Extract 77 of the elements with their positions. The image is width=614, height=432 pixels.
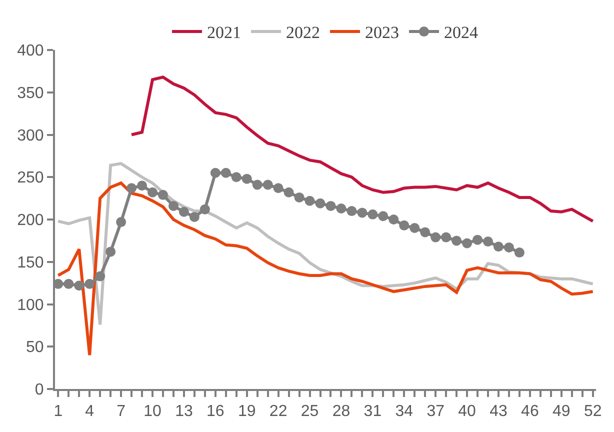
- point: [252, 180, 262, 190]
- x-tick-label: 46: [521, 403, 539, 420]
- y-tick-label: 50: [26, 339, 44, 356]
- point: [514, 248, 524, 258]
- point: [315, 198, 326, 208]
- point: [158, 190, 168, 200]
- legend-label: 2024: [444, 23, 478, 42]
- line-series: [56, 182, 594, 357]
- point: [304, 196, 315, 206]
- point: [368, 209, 378, 220]
- x-tick-label: 52: [584, 403, 602, 420]
- x-tick-label: 37: [426, 403, 445, 420]
- point: [452, 236, 462, 246]
- x-tick-label: 40: [458, 403, 476, 420]
- y-tick-label: 0: [34, 382, 44, 399]
- point: [357, 208, 368, 218]
- y-tick-label: 100: [17, 296, 44, 314]
- point: [116, 217, 126, 228]
- x-tick-label: 22: [269, 403, 288, 420]
- point: [126, 183, 137, 194]
- legend-label: 2023: [365, 23, 399, 42]
- point: [74, 280, 84, 291]
- point: [262, 180, 273, 190]
- point: [231, 172, 242, 182]
- x-tick-label: 10: [144, 403, 162, 420]
- point: [95, 271, 106, 282]
- point: [178, 206, 189, 217]
- x-tick-label: 13: [175, 403, 193, 420]
- x-tick-label: 49: [552, 403, 570, 420]
- point: [388, 214, 399, 224]
- x-tick-label: 4: [85, 403, 94, 420]
- point: [242, 174, 252, 184]
- point: [420, 227, 430, 238]
- point: [336, 203, 346, 214]
- point: [378, 211, 388, 222]
- x-tick-label: 34: [395, 403, 414, 420]
- point: [493, 242, 504, 252]
- point: [64, 278, 74, 289]
- legend-label: 2021: [207, 23, 241, 42]
- y-tick-label: 200: [17, 212, 44, 230]
- y-tick-label: 150: [17, 254, 44, 272]
- point: [472, 234, 483, 245]
- legend-label: 2022: [286, 23, 320, 42]
- point: [399, 220, 410, 230]
- y-tick-label: 250: [17, 170, 44, 187]
- point: [441, 232, 452, 242]
- x-tick-label: 28: [332, 403, 350, 420]
- y-tick-label: 350: [17, 84, 44, 102]
- point: [220, 168, 231, 178]
- point: [410, 222, 420, 233]
- point: [200, 204, 210, 214]
- x-tick-label: 31: [364, 403, 382, 420]
- y-tick-label: 300: [17, 127, 44, 144]
- point: [189, 212, 200, 222]
- point: [483, 236, 494, 247]
- point: [346, 206, 357, 216]
- point: [273, 183, 284, 194]
- point: [106, 246, 116, 257]
- x-tick-label: 7: [116, 403, 126, 420]
- point: [137, 180, 148, 191]
- point: [84, 278, 95, 289]
- x-tick-label: 16: [206, 403, 224, 420]
- x-tick-label: 19: [238, 403, 256, 420]
- point: [504, 242, 514, 252]
- point: [284, 187, 294, 198]
- x-tick-label: 25: [300, 403, 319, 420]
- line-series: [130, 76, 594, 223]
- point: [326, 200, 336, 211]
- point: [168, 200, 178, 211]
- x-tick-label: 43: [490, 403, 508, 420]
- point: [210, 168, 220, 178]
- point: [294, 192, 304, 202]
- point: [430, 232, 441, 242]
- point: [148, 187, 158, 198]
- x-tick-label: 1: [54, 403, 63, 420]
- y-tick-label: 400: [17, 42, 44, 60]
- point: [462, 238, 472, 248]
